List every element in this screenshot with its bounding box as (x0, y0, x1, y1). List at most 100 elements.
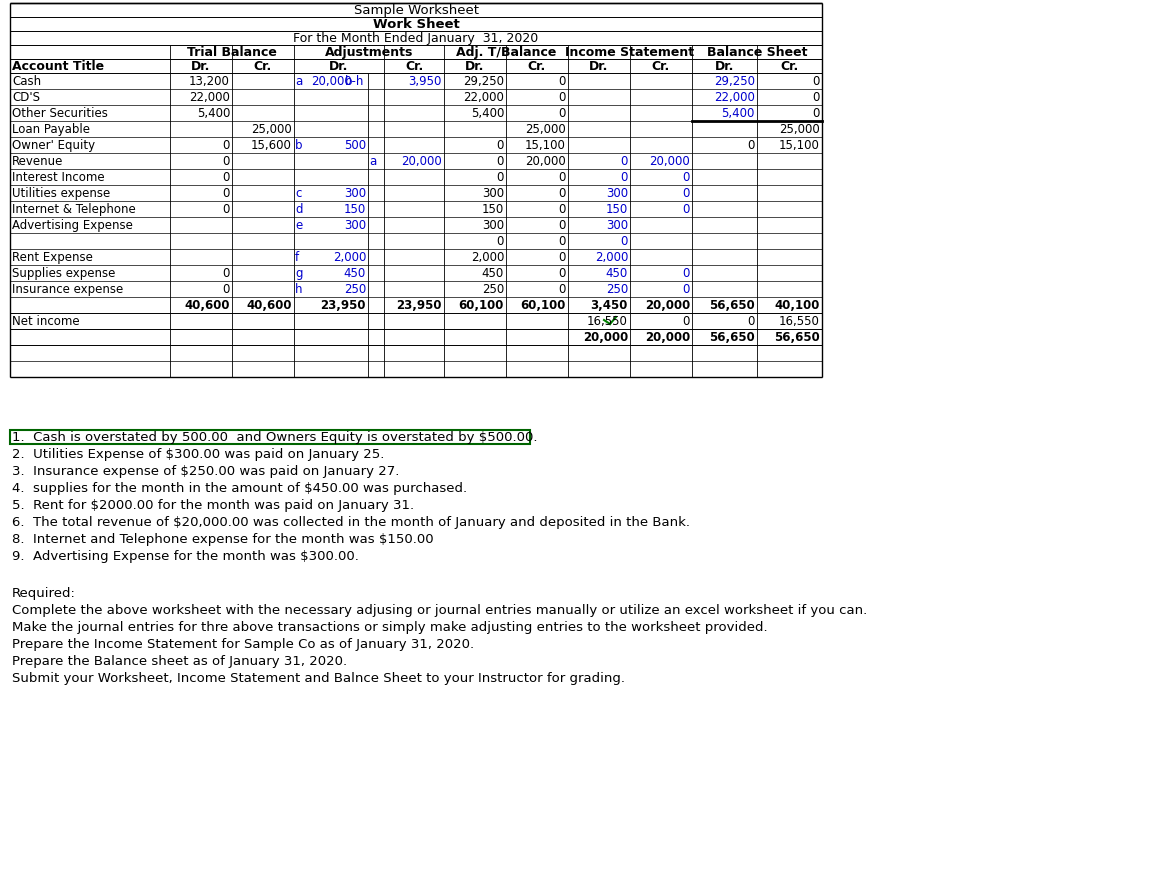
Text: Dr.: Dr. (589, 59, 609, 73)
Text: Adj. T/Balance: Adj. T/Balance (456, 46, 557, 58)
Text: Trial Balance: Trial Balance (187, 46, 277, 58)
Text: Advertising Expense: Advertising Expense (12, 219, 133, 231)
Text: 29,250: 29,250 (714, 74, 756, 88)
Text: Net income: Net income (12, 314, 80, 328)
Text: 2,000: 2,000 (471, 251, 504, 263)
Text: 2,000: 2,000 (595, 251, 628, 263)
Text: Work Sheet: Work Sheet (373, 18, 459, 30)
Text: 0: 0 (812, 90, 820, 104)
Text: 0: 0 (747, 139, 756, 151)
Text: 150: 150 (344, 202, 366, 216)
Text: Utilities expense: Utilities expense (12, 186, 110, 200)
Text: 250: 250 (606, 282, 628, 296)
Text: 0: 0 (559, 235, 566, 247)
Text: 56,650: 56,650 (709, 331, 756, 343)
Text: 15,100: 15,100 (779, 139, 820, 151)
Text: 0: 0 (222, 170, 230, 184)
Text: Other Securities: Other Securities (12, 107, 108, 119)
Text: Sample Worksheet: Sample Worksheet (354, 4, 479, 16)
Text: 0: 0 (620, 235, 628, 247)
Text: 9.  Advertising Expense for the month was $300.00.: 9. Advertising Expense for the month was… (12, 549, 359, 563)
Text: 250: 250 (481, 282, 504, 296)
Text: h: h (295, 282, 302, 296)
Text: 0: 0 (559, 170, 566, 184)
Text: f: f (295, 251, 300, 263)
Text: 0: 0 (683, 186, 690, 200)
Text: 0: 0 (496, 170, 504, 184)
Text: b: b (295, 139, 302, 151)
Text: 15,600: 15,600 (251, 139, 292, 151)
Text: Supplies expense: Supplies expense (12, 266, 116, 280)
Text: 40,600: 40,600 (184, 298, 230, 312)
Text: 23,950: 23,950 (320, 298, 366, 312)
Text: 0: 0 (683, 314, 690, 328)
Text: For the Month Ended January  31, 2020: For the Month Ended January 31, 2020 (294, 31, 539, 45)
Text: Prepare the Balance sheet as of January 31, 2020.: Prepare the Balance sheet as of January … (12, 654, 347, 668)
Text: Cr.: Cr. (780, 59, 798, 73)
Text: 5,400: 5,400 (471, 107, 504, 119)
Text: 300: 300 (481, 219, 504, 231)
Text: 13,200: 13,200 (189, 74, 230, 88)
Text: 0: 0 (222, 139, 230, 151)
Text: 5,400: 5,400 (197, 107, 230, 119)
Text: b-h: b-h (345, 74, 364, 88)
Text: 20,000: 20,000 (583, 331, 628, 343)
Text: Dr.: Dr. (191, 59, 211, 73)
Text: 300: 300 (344, 186, 366, 200)
Text: 0: 0 (222, 282, 230, 296)
Text: 0: 0 (222, 186, 230, 200)
Text: 450: 450 (606, 266, 628, 280)
Text: 15,100: 15,100 (525, 139, 566, 151)
Text: Dr.: Dr. (330, 59, 348, 73)
Text: 0: 0 (559, 186, 566, 200)
Text: Cr.: Cr. (528, 59, 546, 73)
Text: 0: 0 (683, 170, 690, 184)
Text: 40,100: 40,100 (775, 298, 820, 312)
Text: 0: 0 (496, 154, 504, 168)
Text: 0: 0 (559, 202, 566, 216)
Text: 40,600: 40,600 (246, 298, 292, 312)
Text: Income Statement: Income Statement (566, 46, 694, 58)
Text: 16,550: 16,550 (587, 314, 628, 328)
Text: 250: 250 (344, 282, 366, 296)
Text: c: c (295, 186, 301, 200)
Text: d: d (295, 202, 302, 216)
Text: Interest Income: Interest Income (12, 170, 104, 184)
Text: 5,400: 5,400 (722, 107, 756, 119)
Text: 0: 0 (559, 74, 566, 88)
Text: 0: 0 (222, 202, 230, 216)
Text: e: e (295, 219, 302, 231)
Text: Owner' Equity: Owner' Equity (12, 139, 95, 151)
Text: 3,450: 3,450 (590, 298, 628, 312)
Text: 0: 0 (559, 266, 566, 280)
Text: 3.  Insurance expense of $250.00 was paid on January 27.: 3. Insurance expense of $250.00 was paid… (12, 464, 399, 478)
Text: 0: 0 (559, 90, 566, 104)
Text: 25,000: 25,000 (780, 123, 820, 135)
Text: 300: 300 (606, 186, 628, 200)
Text: Submit your Worksheet, Income Statement and Balnce Sheet to your Instructor for : Submit your Worksheet, Income Statement … (12, 671, 625, 685)
Text: Adjustments: Adjustments (325, 46, 413, 58)
Text: Account Title: Account Title (12, 59, 104, 73)
Text: a: a (295, 74, 302, 88)
Text: 450: 450 (481, 266, 504, 280)
Text: Cash: Cash (12, 74, 42, 88)
Text: 0: 0 (683, 266, 690, 280)
Text: 0: 0 (222, 154, 230, 168)
Text: 2.  Utilities Expense of $300.00 was paid on January 25.: 2. Utilities Expense of $300.00 was paid… (12, 447, 384, 461)
Text: Required:: Required: (12, 587, 76, 599)
Text: Cr.: Cr. (405, 59, 423, 73)
Text: 22,000: 22,000 (189, 90, 230, 104)
Text: 300: 300 (606, 219, 628, 231)
Text: 20,000: 20,000 (311, 74, 352, 88)
Text: 29,250: 29,250 (463, 74, 504, 88)
Text: 150: 150 (481, 202, 504, 216)
Text: 450: 450 (344, 266, 366, 280)
Text: 0: 0 (620, 170, 628, 184)
Text: 0: 0 (812, 107, 820, 119)
Text: 5.  Rent for $2000.00 for the month was paid on January 31.: 5. Rent for $2000.00 for the month was p… (12, 498, 414, 512)
Text: 20,000: 20,000 (644, 298, 690, 312)
Text: 0: 0 (747, 314, 756, 328)
Text: Balance Sheet: Balance Sheet (707, 46, 808, 58)
Text: 2,000: 2,000 (332, 251, 366, 263)
Text: g: g (295, 266, 302, 280)
